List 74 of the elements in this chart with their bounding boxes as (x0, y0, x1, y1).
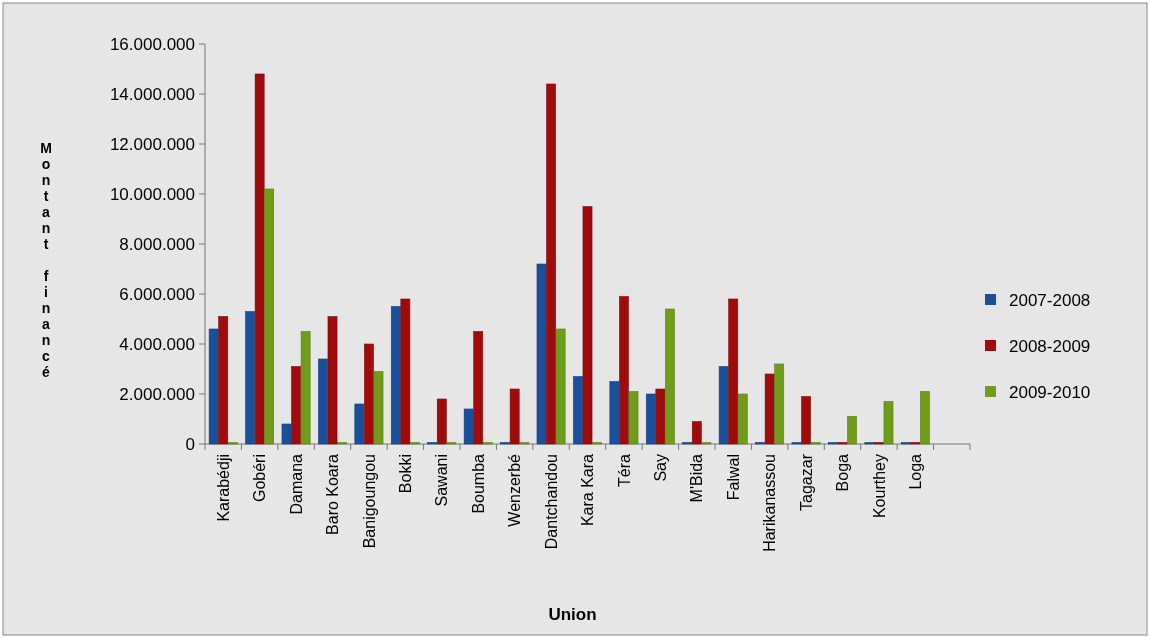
y-tick-label: 4.000.000 (119, 334, 195, 354)
bar (847, 416, 857, 445)
x-tick-label: Harikanassou (761, 454, 779, 552)
bar (536, 263, 547, 445)
bar (390, 306, 401, 445)
bar (208, 328, 219, 445)
bar (555, 328, 566, 445)
bar (582, 206, 593, 445)
x-tick-label: Baro Koara (324, 453, 342, 535)
bar (291, 366, 301, 445)
bar (327, 316, 338, 445)
bar (463, 408, 474, 445)
x-tick-label: Dantchandou (542, 454, 560, 550)
bar (400, 298, 411, 445)
bar (218, 316, 229, 445)
bar (573, 376, 583, 445)
x-tick-label: Téra (615, 453, 633, 487)
x-tick-label: Kourthey (870, 454, 888, 519)
y-tick-label: 12.000.000 (109, 134, 195, 154)
x-tick-label: Loga (906, 453, 924, 490)
y-tick-label: 8.000.000 (119, 234, 195, 254)
x-tick-label: Gobéri (251, 454, 269, 503)
bar (364, 343, 374, 445)
bar (509, 388, 520, 445)
y-tick-label: 10.000.000 (109, 184, 195, 204)
x-tick-label: Falwal (724, 454, 742, 501)
x-tick-label: Damana (287, 453, 305, 515)
bar (718, 366, 729, 445)
bar (655, 388, 666, 445)
x-tick-label: Say (651, 454, 669, 482)
x-tick-label: Sawani (433, 454, 451, 507)
x-axis-title: Union (548, 605, 597, 624)
bar (801, 396, 811, 445)
legend-label: 2009-2010 (1009, 382, 1091, 402)
x-tick-label: Boga (834, 453, 852, 492)
bar (300, 331, 311, 445)
bar (281, 423, 292, 445)
bar (645, 393, 656, 445)
bar (245, 311, 255, 445)
y-tick-label: 2.000.000 (119, 384, 195, 404)
bar (254, 73, 265, 445)
bar (318, 358, 328, 445)
bar (737, 393, 748, 445)
bar (609, 381, 620, 445)
bar (691, 421, 702, 445)
x-tick-label: Karabédji (214, 454, 232, 522)
legend-label: 2008-2009 (1009, 336, 1091, 356)
y-tick-label: 16.000.000 (109, 34, 195, 54)
x-tick-label: Kara Kara (579, 453, 597, 527)
bar (354, 403, 365, 445)
x-tick-label: Bokki (396, 454, 414, 494)
y-axis-title: Montant financé (38, 140, 54, 380)
bar (920, 391, 930, 445)
bar (373, 371, 384, 445)
bar (436, 398, 447, 445)
bar (774, 363, 785, 445)
y-tick-label: 0 (185, 434, 195, 454)
bar (628, 391, 639, 445)
x-tick-label: Wenzerbé (506, 453, 524, 527)
bar (264, 188, 275, 445)
bar (764, 373, 775, 445)
x-tick-label: Boumba (469, 453, 487, 514)
bar (619, 296, 629, 445)
legend-label: 2007-2008 (1009, 290, 1091, 310)
x-tick-label: Banigoungou (360, 454, 378, 549)
x-tick-label: Tagazar (797, 453, 815, 511)
bar (665, 308, 675, 445)
bar (473, 331, 484, 445)
bar (546, 83, 556, 445)
y-tick-label: 6.000.000 (119, 284, 195, 304)
bar (883, 401, 894, 445)
y-tick-label: 14.000.000 (109, 84, 195, 104)
bar (728, 298, 739, 445)
x-tick-label: M'Bida (688, 453, 706, 503)
